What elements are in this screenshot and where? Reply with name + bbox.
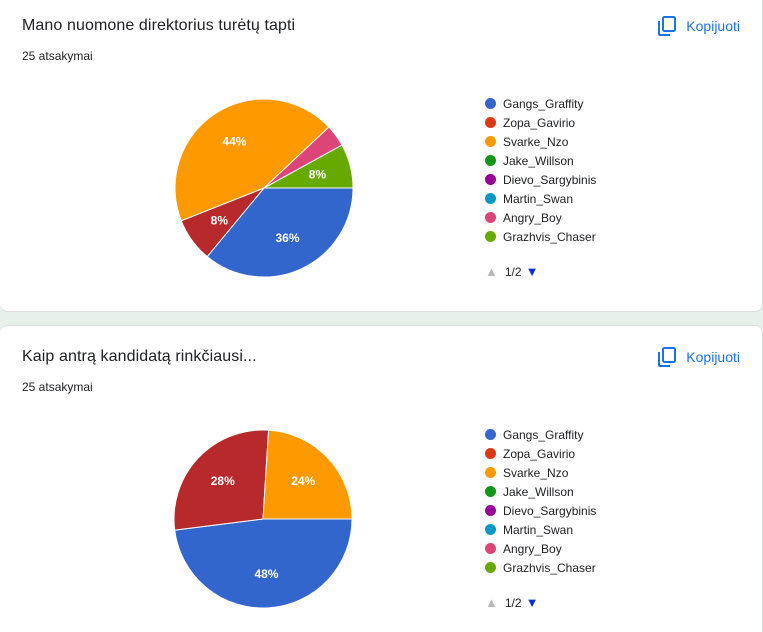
question-card-2: Kaip antrą kandidatą rinkčiausi... 25 at… (0, 325, 763, 632)
legend-label: Angry_Boy (503, 541, 562, 556)
legend-swatch (485, 174, 496, 185)
pie-data-label: 24% (291, 474, 315, 488)
legend-item: Angry_Boy (485, 539, 596, 558)
question-card-1: Mano nuomone direktorius turėtų tapti 25… (0, 0, 763, 312)
legend-pager: ▲ 1/2 ▼ (485, 264, 538, 279)
legend-item: Svarke_Nzo (485, 132, 596, 151)
legend-label: Svarke_Nzo (503, 134, 569, 149)
legend-label: Gangs_Graffity (503, 96, 584, 111)
triangle-up-icon[interactable]: ▲ (485, 595, 498, 610)
legend-label: Gangs_Graffity (503, 427, 584, 442)
triangle-down-icon[interactable]: ▼ (525, 595, 539, 610)
legend-label: Grazhvis_Chaser (503, 229, 596, 244)
legend-item: Gangs_Graffity (485, 94, 596, 113)
legend-label: Zopa_Gavirio (503, 446, 576, 461)
response-count: 25 atsakymai (22, 49, 93, 63)
question-title: Mano nuomone direktorius turėtų tapti (22, 17, 296, 34)
legend-item: Dievo_Sargybinis (485, 501, 596, 520)
legend-swatch (485, 98, 496, 109)
legend-swatch (485, 136, 496, 147)
legend-label: Dievo_Sargybinis (503, 503, 597, 518)
pager-text: 1/2 (504, 264, 522, 279)
legend-label: Martin_Swan (503, 522, 574, 537)
legend-item: Grazhvis_Chaser (485, 227, 596, 246)
legend-swatch (485, 155, 496, 166)
legend-label: Zopa_Gavirio (503, 115, 576, 130)
legend-item: Gangs_Graffity (485, 425, 596, 444)
pie-data-label: 28% (211, 474, 235, 488)
legend-item: Zopa_Gavirio (485, 444, 596, 463)
legend-swatch (485, 486, 496, 497)
legend-item: Angry_Boy (485, 208, 596, 227)
legend-item: Martin_Swan (485, 189, 596, 208)
legend-item: Grazhvis_Chaser (485, 558, 596, 577)
pie-data-label: 36% (275, 231, 299, 245)
pie-data-label: 44% (222, 134, 246, 148)
legend-item: Svarke_Nzo (485, 463, 596, 482)
legend-label: Grazhvis_Chaser (503, 560, 596, 575)
legend-swatch (485, 231, 496, 242)
legend-pager: ▲ 1/2 ▼ (485, 595, 538, 610)
pie-chart: 48% 28% 24% (173, 429, 353, 609)
legend-label: Dievo_Sargybinis (503, 172, 597, 187)
pie-slice-svarke-nzo (262, 429, 353, 520)
copy-button[interactable]: Kopijuoti (658, 16, 740, 36)
legend-swatch (485, 212, 496, 223)
legend-swatch (485, 543, 496, 554)
legend-item: Jake_Willson (485, 151, 596, 170)
legend-swatch (485, 429, 496, 440)
legend-label: Martin_Swan (503, 191, 574, 206)
pie-data-label: 48% (254, 567, 278, 581)
legend-swatch (485, 448, 496, 459)
response-count: 25 atsakymai (22, 380, 93, 394)
legend-swatch (485, 562, 496, 573)
legend-swatch (485, 467, 496, 478)
pager-text: 1/2 (504, 595, 522, 610)
legend-label: Jake_Willson (503, 484, 574, 499)
chart-legend: Gangs_Graffity Zopa_Gavirio Svarke_Nzo Jake… (485, 94, 596, 246)
triangle-down-icon[interactable]: ▼ (525, 264, 539, 279)
pie-chart: 36% 8% 44% 8% (174, 98, 354, 278)
legend-item: Dievo_Sargybinis (485, 170, 596, 189)
copy-button[interactable]: Kopijuoti (658, 347, 740, 367)
legend-swatch (485, 193, 496, 204)
triangle-up-icon[interactable]: ▲ (485, 264, 498, 279)
chart-legend: Gangs_Graffity Zopa_Gavirio Svarke_Nzo Jake… (485, 425, 596, 577)
copy-icon (658, 347, 677, 367)
pie-data-label: 8% (309, 167, 327, 181)
copy-icon (658, 16, 677, 36)
copy-label: Kopijuoti (686, 18, 740, 34)
legend-item: Zopa_Gavirio (485, 113, 596, 132)
legend-item: Martin_Swan (485, 520, 596, 539)
legend-item: Jake_Willson (485, 482, 596, 501)
legend-label: Svarke_Nzo (503, 465, 569, 480)
legend-label: Angry_Boy (503, 210, 562, 225)
legend-swatch (485, 117, 496, 128)
pie-slice-gangs-graffity (174, 518, 353, 609)
pie-data-label: 8% (211, 213, 229, 227)
legend-label: Jake_Willson (503, 153, 574, 168)
pie-slice-gangs-graffity (206, 187, 354, 278)
legend-swatch (485, 505, 496, 516)
pie-slice-grazhvis-chaser (263, 144, 354, 189)
copy-label: Kopijuoti (686, 349, 740, 365)
legend-swatch (485, 524, 496, 535)
pie-slice-svarke-nzo (174, 98, 330, 222)
pie-slice-zopa-gavirio (173, 429, 270, 531)
question-title: Kaip antrą kandidatą rinkčiausi... (22, 348, 257, 365)
